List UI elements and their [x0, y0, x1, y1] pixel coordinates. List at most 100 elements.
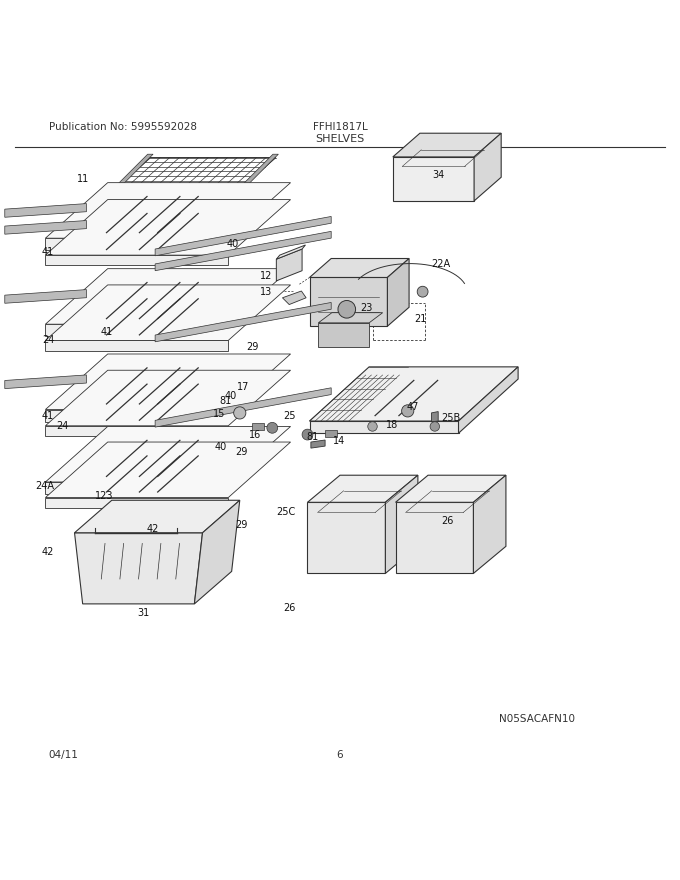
Polygon shape: [46, 285, 290, 341]
Text: 40: 40: [225, 391, 237, 401]
Polygon shape: [309, 421, 458, 433]
Text: 26: 26: [441, 517, 454, 526]
Text: 31: 31: [137, 608, 149, 618]
Polygon shape: [458, 367, 518, 433]
Polygon shape: [194, 500, 240, 604]
Text: 15: 15: [212, 409, 225, 419]
Text: 04/11: 04/11: [49, 751, 79, 760]
Circle shape: [430, 422, 439, 431]
Circle shape: [368, 422, 377, 431]
Polygon shape: [309, 367, 518, 421]
Text: 24: 24: [56, 422, 69, 431]
Circle shape: [302, 429, 313, 440]
Polygon shape: [307, 475, 418, 502]
Polygon shape: [75, 532, 203, 604]
Polygon shape: [318, 323, 369, 347]
Polygon shape: [46, 238, 228, 251]
Polygon shape: [431, 412, 438, 422]
Text: 23: 23: [360, 303, 373, 313]
Text: Publication No: 5995592028: Publication No: 5995592028: [49, 122, 197, 132]
Polygon shape: [155, 231, 331, 271]
Polygon shape: [318, 312, 383, 323]
Polygon shape: [5, 375, 86, 389]
Polygon shape: [90, 154, 153, 212]
Polygon shape: [92, 158, 275, 209]
Polygon shape: [46, 482, 228, 495]
Text: FFHI1817L: FFHI1817L: [313, 122, 368, 132]
Polygon shape: [46, 497, 228, 508]
Polygon shape: [325, 429, 337, 436]
Text: 42: 42: [147, 524, 159, 534]
Polygon shape: [46, 370, 290, 426]
Circle shape: [267, 422, 277, 433]
Polygon shape: [46, 354, 290, 409]
Text: 17: 17: [237, 382, 250, 392]
Text: 29: 29: [235, 447, 248, 458]
Text: 41: 41: [42, 246, 54, 257]
Polygon shape: [473, 475, 506, 574]
Polygon shape: [46, 426, 228, 436]
Text: 16: 16: [249, 429, 261, 440]
Text: 25B: 25B: [441, 413, 461, 422]
Circle shape: [338, 300, 356, 318]
Polygon shape: [46, 183, 290, 238]
Text: 14: 14: [333, 436, 345, 446]
Text: 24: 24: [42, 334, 54, 345]
Polygon shape: [155, 388, 331, 427]
Polygon shape: [309, 259, 409, 277]
Text: 123: 123: [95, 490, 114, 501]
Text: 18: 18: [386, 420, 398, 430]
Text: 25: 25: [284, 411, 296, 422]
Polygon shape: [388, 259, 409, 326]
Text: 81: 81: [220, 396, 232, 406]
Text: 40: 40: [226, 238, 239, 249]
Text: 40: 40: [215, 442, 227, 451]
Polygon shape: [252, 423, 264, 429]
Text: 21: 21: [415, 314, 427, 325]
Polygon shape: [276, 245, 305, 260]
Text: 81: 81: [306, 431, 318, 442]
Text: SHELVES: SHELVES: [316, 134, 364, 143]
Polygon shape: [46, 200, 290, 255]
Text: 34: 34: [432, 170, 445, 180]
Text: 41: 41: [100, 326, 112, 337]
Text: 6: 6: [337, 751, 343, 760]
Text: 24A: 24A: [35, 481, 54, 491]
Polygon shape: [5, 290, 86, 304]
Circle shape: [418, 286, 428, 297]
Polygon shape: [75, 500, 240, 532]
Polygon shape: [5, 221, 86, 234]
Text: 29: 29: [247, 341, 259, 351]
Polygon shape: [46, 341, 228, 350]
Polygon shape: [5, 203, 86, 217]
Polygon shape: [282, 291, 306, 304]
Text: 22A: 22A: [431, 259, 451, 269]
Polygon shape: [396, 502, 473, 574]
Polygon shape: [309, 277, 388, 326]
Polygon shape: [307, 502, 386, 574]
Text: 11: 11: [77, 174, 90, 184]
Circle shape: [234, 407, 246, 419]
Polygon shape: [386, 475, 418, 574]
Polygon shape: [276, 249, 302, 281]
Circle shape: [402, 405, 414, 417]
Text: 25C: 25C: [277, 508, 296, 517]
Polygon shape: [46, 268, 290, 324]
Polygon shape: [46, 255, 228, 265]
Polygon shape: [46, 427, 290, 482]
Polygon shape: [393, 133, 501, 157]
Polygon shape: [216, 154, 278, 212]
Text: 41: 41: [42, 411, 54, 422]
Polygon shape: [393, 157, 474, 201]
Text: 47: 47: [407, 402, 419, 413]
Polygon shape: [46, 442, 290, 497]
Polygon shape: [46, 409, 228, 422]
Text: 12: 12: [260, 271, 272, 281]
Text: 13: 13: [260, 288, 272, 297]
Polygon shape: [474, 133, 501, 201]
Polygon shape: [155, 216, 331, 256]
Polygon shape: [155, 303, 331, 341]
Polygon shape: [396, 475, 506, 502]
Text: 26: 26: [284, 603, 296, 613]
Text: 42: 42: [42, 546, 54, 557]
